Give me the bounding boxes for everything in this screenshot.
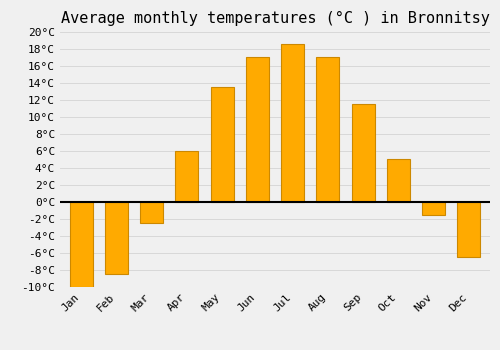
Bar: [316, 57, 340, 202]
Bar: [281, 44, 304, 202]
Bar: [105, 202, 128, 274]
Title: Average monthly temperatures (°C ) in Bronnitsy: Average monthly temperatures (°C ) in Br…: [60, 11, 490, 26]
Bar: [140, 202, 163, 223]
Bar: [422, 202, 445, 215]
Bar: [458, 202, 480, 257]
Bar: [387, 159, 410, 202]
Bar: [352, 104, 374, 202]
Bar: [70, 202, 92, 287]
Bar: [176, 151, 199, 202]
Bar: [246, 57, 269, 202]
Bar: [210, 87, 234, 202]
